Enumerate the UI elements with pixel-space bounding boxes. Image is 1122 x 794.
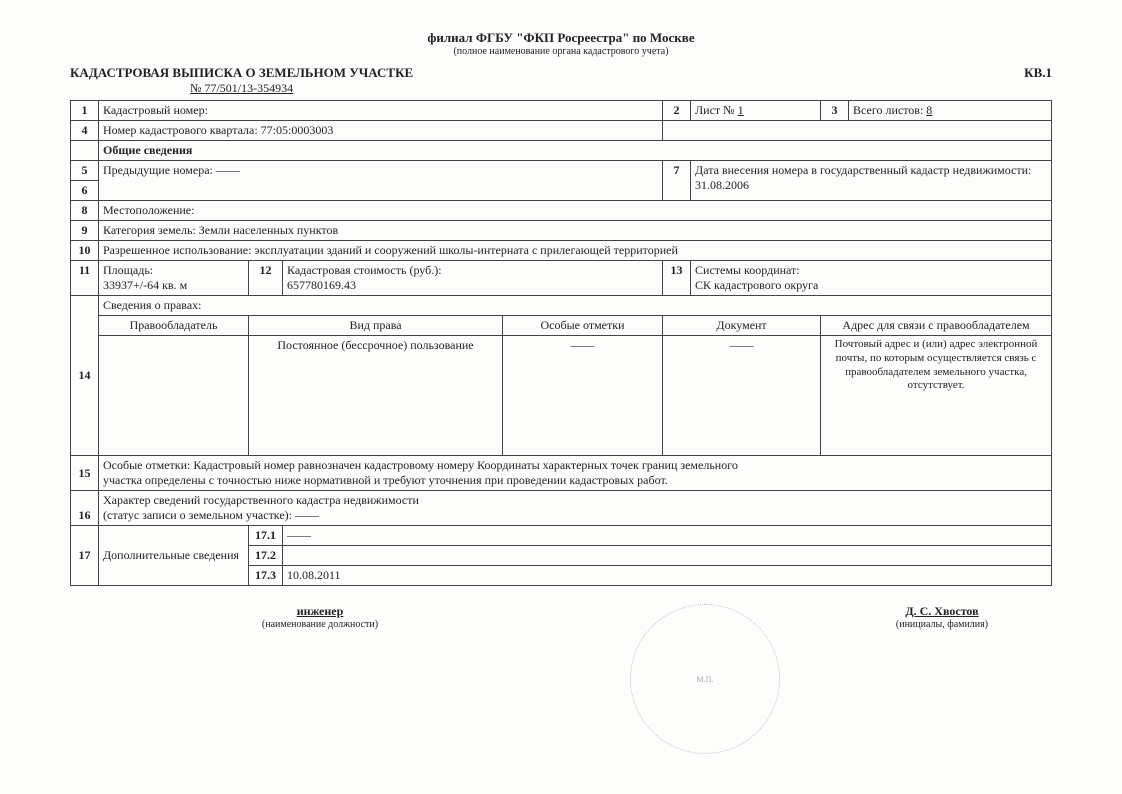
registry-date: Дата внесения номера в государственный к… [691, 161, 1052, 201]
additional-info-label: Дополнительные сведения [99, 526, 249, 586]
row-num: 11 [71, 261, 99, 296]
row-num: 16 [71, 491, 99, 526]
rights-type: Постоянное (бессрочное) пользование [249, 336, 503, 456]
sheet-number: Лист № 1 [691, 101, 821, 121]
rights-col-doc: Документ [663, 316, 821, 336]
row-num: 15 [71, 456, 99, 491]
rights-col-type: Вид права [249, 316, 503, 336]
area: Площадь:33937+/-64 кв. м [99, 261, 249, 296]
row-num: 17 [71, 526, 99, 586]
row-num: 14 [71, 296, 99, 456]
additional-17-2 [283, 546, 1052, 566]
signer-position: инженер [210, 604, 430, 619]
row-num: 13 [663, 261, 691, 296]
header-org: филиал ФГБУ "ФКП Росреестра" по Москве [70, 30, 1052, 46]
row-num: 17.2 [249, 546, 283, 566]
total-sheets: Всего листов: 8 [849, 101, 1052, 121]
record-status: Характер сведений государственного кадас… [99, 491, 1052, 526]
rights-col-owner: Правообладатель [99, 316, 249, 336]
row-num: 10 [71, 241, 99, 261]
rights-col-notes: Особые отметки [503, 316, 663, 336]
row-num: 4 [71, 121, 99, 141]
row-num: 5 [71, 161, 99, 181]
row-num: 6 [71, 181, 99, 201]
rights-section-label: Сведения о правах: [99, 296, 1052, 316]
row-num: 12 [249, 261, 283, 296]
row-num: 1 [71, 101, 99, 121]
signer-name-sub: (инициалы, фамилия) [832, 619, 1052, 630]
row-num: 8 [71, 201, 99, 221]
previous-numbers: Предыдущие номера: —— [99, 161, 663, 201]
seal-stamp: М.П. [630, 604, 780, 754]
rights-notes: —— [503, 336, 663, 456]
doc-title: КАДАСТРОВАЯ ВЫПИСКА О ЗЕМЕЛЬНОМ УЧАСТКЕ [70, 65, 413, 81]
additional-17-1: —— [283, 526, 1052, 546]
coord-system: Системы координат:СК кадастрового округа [691, 261, 1052, 296]
row-num: 17.1 [249, 526, 283, 546]
location: Местоположение: [99, 201, 1052, 221]
row-num: 3 [821, 101, 849, 121]
row-num: 2 [663, 101, 691, 121]
rights-address: Почтовый адрес и (или) адрес электронной… [821, 336, 1052, 456]
header-sub: (полное наименование органа кадастрового… [70, 46, 1052, 57]
rights-owner [99, 336, 249, 456]
additional-17-3: 10.08.2011 [283, 566, 1052, 586]
row-num: 17.3 [249, 566, 283, 586]
cadastral-value: Кадастровая стоимость (руб.):657780169.4… [283, 261, 663, 296]
cadastral-number-label: Кадастровый номер: [99, 101, 663, 121]
extract-table: 1 Кадастровый номер: 2 Лист № 1 3 Всего … [70, 100, 1052, 586]
empty-cell [71, 141, 99, 161]
row-num: 9 [71, 221, 99, 241]
signer-position-sub: (наименование должности) [210, 619, 430, 630]
row-num: 7 [663, 161, 691, 201]
quarter-number: Номер кадастрового квартала: 77:05:00030… [99, 121, 663, 141]
doc-number: № 77/501/13-354934 [190, 81, 1052, 96]
section-general: Общие сведения [99, 141, 1052, 161]
land-category: Категория земель: Земли населенных пункт… [99, 221, 1052, 241]
special-notes: Особые отметки: Кадастровый номер равноз… [99, 456, 1052, 491]
signer-name: Д. С. Хвостов [832, 604, 1052, 619]
rights-col-address: Адрес для связи с правообладателем [821, 316, 1052, 336]
permitted-use: Разрешенное использование: эксплуатации … [99, 241, 1052, 261]
empty-cell [663, 121, 1052, 141]
form-code: КВ.1 [1024, 65, 1052, 81]
rights-doc: —— [663, 336, 821, 456]
